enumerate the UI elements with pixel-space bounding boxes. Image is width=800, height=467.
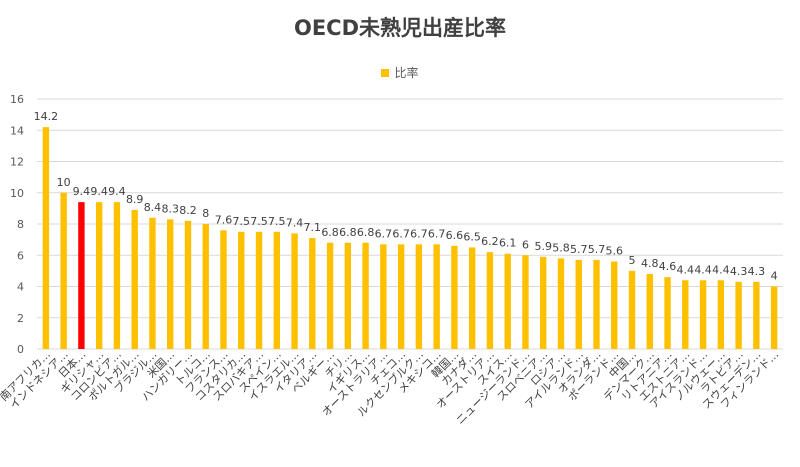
- data-label: 8.9: [126, 193, 144, 206]
- chart-title: OECD未熟児出産比率: [293, 16, 507, 40]
- bar: [380, 244, 387, 349]
- y-tick-label: 12: [10, 156, 24, 169]
- data-label: 5.6: [606, 245, 624, 258]
- bar: [593, 259, 600, 349]
- legend-label: 比率: [394, 66, 419, 80]
- data-label: 5.7: [588, 243, 606, 256]
- bar: [433, 244, 440, 349]
- data-label: 4.8: [641, 257, 659, 270]
- y-tick-label: 6: [17, 249, 24, 262]
- bar: [468, 247, 476, 349]
- bar: [628, 270, 636, 349]
- data-label: 4.3: [748, 265, 766, 278]
- y-tick-label: 10: [10, 187, 24, 200]
- data-label: 4.4: [712, 263, 730, 276]
- data-label: 7.5: [268, 215, 286, 228]
- bar: [344, 242, 352, 349]
- data-label: 8.3: [161, 202, 179, 215]
- bar: [362, 242, 369, 349]
- bar: [184, 220, 192, 349]
- data-label: 6.7: [410, 227, 428, 240]
- data-label: 6.1: [499, 237, 517, 250]
- data-label: 6: [522, 238, 529, 251]
- data-label: 6.5: [463, 230, 481, 243]
- bar: [770, 286, 778, 349]
- data-label: 8: [202, 207, 209, 220]
- bar: [238, 231, 245, 349]
- y-tick-label: 0: [17, 343, 24, 356]
- bar: [78, 202, 85, 349]
- bar: [522, 255, 529, 349]
- data-label: 7.5: [233, 215, 251, 228]
- bar: [273, 231, 280, 349]
- bar: [149, 217, 156, 349]
- y-tick-label: 14: [10, 124, 24, 137]
- bar: [397, 244, 405, 349]
- bar: [504, 253, 511, 349]
- data-label: 14.2: [34, 110, 59, 123]
- bar: [113, 202, 121, 349]
- data-label: 6.7: [428, 227, 446, 240]
- bar: [95, 202, 103, 349]
- data-label: 4.6: [659, 260, 677, 273]
- bar: [557, 258, 565, 349]
- bar: [699, 280, 707, 349]
- bar: [682, 280, 689, 349]
- legend-swatch: [381, 69, 390, 77]
- data-label: 5: [629, 254, 636, 267]
- data-label: 9.4: [90, 185, 108, 198]
- data-label: 4: [771, 270, 778, 283]
- data-label: 6.8: [321, 226, 339, 239]
- data-label: 6.7: [375, 227, 393, 240]
- bar: [753, 281, 760, 349]
- bar: [575, 259, 582, 349]
- bar: [611, 261, 618, 349]
- data-label: 7.1: [304, 221, 322, 234]
- y-tick-label: 4: [17, 281, 24, 294]
- bar: [60, 192, 67, 349]
- bar: [486, 252, 494, 349]
- bar: [664, 277, 671, 349]
- bar: [540, 256, 547, 349]
- bar: [202, 224, 209, 349]
- data-label: 4.4: [677, 263, 695, 276]
- y-tick-label: 8: [17, 218, 24, 231]
- data-label: 5.9: [534, 240, 552, 253]
- data-label: 9.4: [108, 185, 126, 198]
- data-label: 9.4: [73, 185, 91, 198]
- data-label: 6.6: [446, 229, 464, 242]
- bar: [291, 233, 298, 349]
- data-label: 7.4: [286, 216, 304, 229]
- bar: [167, 219, 174, 349]
- y-tick-label: 2: [17, 312, 24, 325]
- data-label: 6.8: [339, 226, 357, 239]
- legend: 比率: [0, 64, 800, 81]
- data-label: 8.2: [179, 204, 197, 217]
- bar: [646, 274, 653, 349]
- bar: [309, 238, 316, 349]
- bar: [717, 280, 725, 349]
- bar: [451, 245, 458, 349]
- data-label: 8.4: [144, 201, 162, 214]
- data-label: 5.7: [570, 243, 588, 256]
- data-label: 7.5: [250, 215, 268, 228]
- bar: [131, 209, 138, 349]
- bar: [735, 281, 742, 349]
- data-label: 5.8: [552, 241, 570, 254]
- bar: [255, 231, 263, 349]
- data-label: 4.4: [694, 263, 712, 276]
- bar: [42, 127, 50, 349]
- data-label: 4.3: [730, 265, 748, 278]
- data-label: 6.7: [392, 227, 410, 240]
- bar: [415, 244, 423, 349]
- data-label: 6.8: [357, 226, 375, 239]
- bar: [220, 230, 227, 349]
- data-label: 6.2: [481, 235, 499, 248]
- bar: [326, 242, 334, 349]
- data-label: 10: [57, 176, 71, 189]
- data-label: 7.6: [215, 213, 233, 226]
- y-tick-label: 16: [10, 93, 24, 106]
